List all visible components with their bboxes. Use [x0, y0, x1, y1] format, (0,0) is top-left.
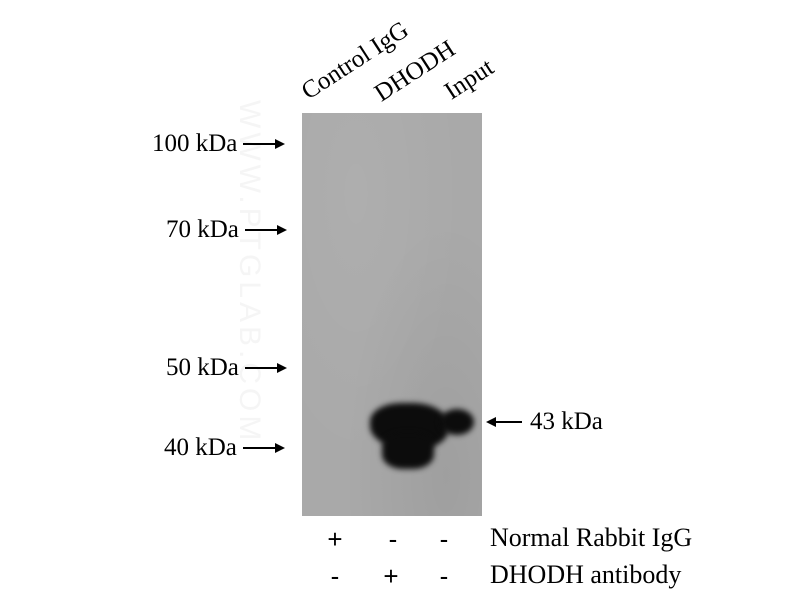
marker-100kda: 100 kDa [152, 130, 286, 158]
arrow-right-icon [244, 363, 287, 373]
band-size-text: 43 kDa [530, 408, 603, 435]
marker-label: 40 kDa [164, 434, 237, 461]
sign-ab-lane2: + [383, 561, 399, 591]
sign-ab-lane1: - [330, 561, 340, 591]
marker-70kda: 70 kDa [166, 216, 287, 244]
arrow-left-icon [486, 417, 522, 427]
marker-label: 70 kDa [166, 216, 239, 243]
band-input-lane [440, 409, 474, 435]
condition-label-normal-rabbit-igg: Normal Rabbit IgG [490, 523, 693, 552]
marker-label: 50 kDa [166, 354, 239, 381]
band-dhodh-lower [382, 433, 434, 469]
sign-igg-lane2: - [388, 524, 398, 554]
blot-membrane [302, 113, 482, 516]
sign-ab-lane3: - [439, 561, 449, 591]
sign-igg-lane3: - [439, 524, 449, 554]
marker-40kda: 40 kDa [164, 434, 285, 462]
marker-50kda: 50 kDa [166, 354, 287, 382]
sign-igg-lane1: + [327, 524, 343, 554]
arrow-right-icon [244, 225, 287, 235]
condition-label-dhodh-antibody: DHODH antibody [490, 560, 682, 589]
band-size-label: 43 kDa [486, 408, 603, 436]
arrow-right-icon [242, 443, 285, 453]
marker-label: 100 kDa [152, 130, 238, 157]
arrow-right-icon [243, 139, 286, 149]
watermark: WWW.PTGLAB.COM [233, 100, 266, 445]
